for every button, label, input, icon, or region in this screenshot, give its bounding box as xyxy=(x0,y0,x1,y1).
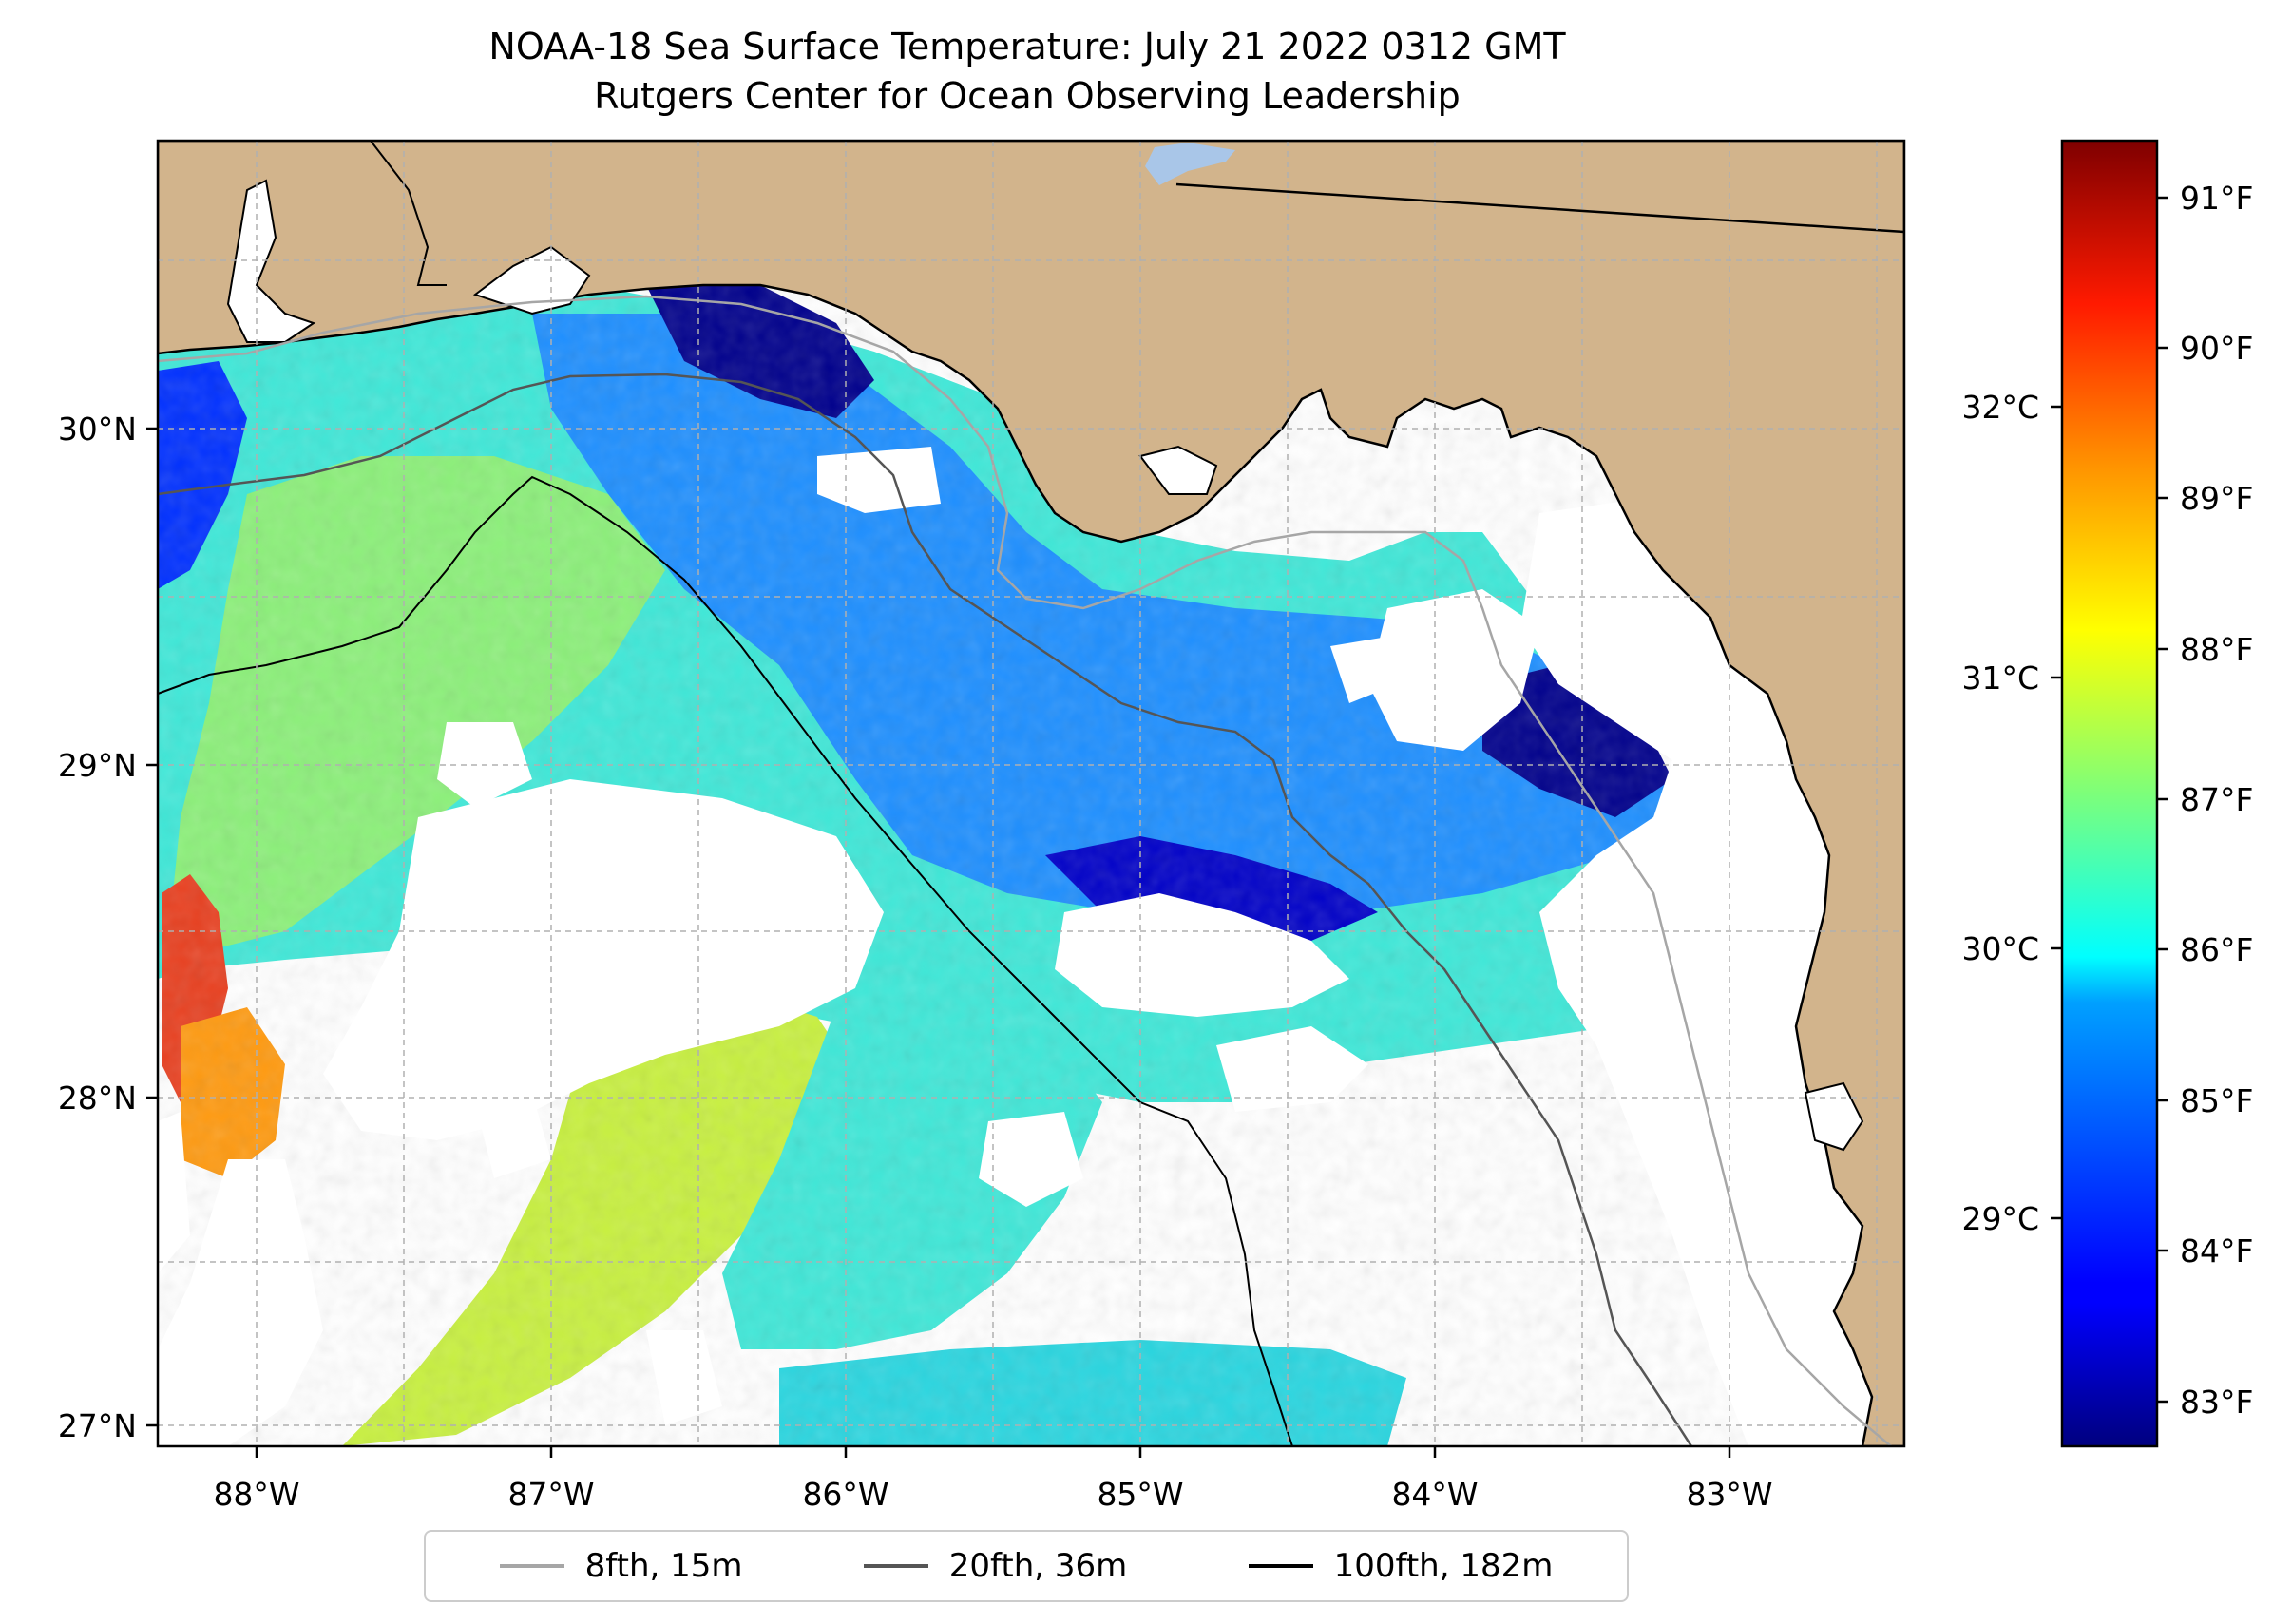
legend-label: 100fth, 182m xyxy=(1333,1547,1554,1585)
colorbar-f-label: 84°F xyxy=(2180,1232,2253,1270)
lat-tick-label: 30°N xyxy=(58,411,137,448)
legend-swatch xyxy=(499,1564,564,1568)
legend-item-8fth: 8fth, 15m xyxy=(499,1547,743,1585)
missing-data-patch xyxy=(1368,589,1539,751)
missing-data-patch xyxy=(475,1093,551,1178)
lon-tick-label: 85°W xyxy=(1097,1476,1183,1513)
legend-label: 20fth, 36m xyxy=(948,1547,1128,1585)
legend-swatch xyxy=(863,1564,928,1568)
land-bay-water xyxy=(472,245,591,315)
missing-data-patch xyxy=(158,1159,323,1446)
land-bay-water xyxy=(1138,445,1218,495)
colorbar-c-label: 30°C xyxy=(1961,930,2039,967)
lon-tick-label: 88°W xyxy=(213,1476,299,1513)
missing-data-patch xyxy=(979,1112,1083,1207)
missing-data-patch xyxy=(323,779,884,1140)
lon-tick-label: 83°W xyxy=(1686,1476,1772,1513)
map-frame xyxy=(156,139,1906,1448)
colorbar-c-label: 31°C xyxy=(1961,659,2039,697)
contour-20fth xyxy=(158,373,1693,1446)
contour-8fth xyxy=(158,295,1892,1446)
legend-item-100fth: 100fth, 182m xyxy=(1248,1547,1554,1585)
contour-100fth xyxy=(158,475,1293,1446)
lat-tick-label: 29°N xyxy=(58,747,137,784)
state-boundary xyxy=(370,141,447,286)
colorbar-f-label: 83°F xyxy=(2180,1384,2253,1421)
map-subtitle: Rutgers Center for Ocean Observing Leade… xyxy=(594,75,1461,117)
lake xyxy=(1145,143,1235,185)
missing-data xyxy=(158,447,1904,1446)
colorbar xyxy=(2060,139,2159,1448)
missing-data-patch xyxy=(1520,494,1904,1446)
colorbar-c-label: 29°C xyxy=(1961,1200,2039,1237)
legend-label: 8fth, 15m xyxy=(584,1547,743,1585)
land-bay-water xyxy=(1804,1081,1864,1152)
colorbar-f-label: 87°F xyxy=(2180,781,2253,818)
lat-tick-label: 27°N xyxy=(58,1407,137,1444)
missing-data-patch xyxy=(1330,637,1397,703)
lon-tick-label: 84°W xyxy=(1391,1476,1478,1513)
gridlines xyxy=(158,141,1904,1446)
colorbar-f-label: 85°F xyxy=(2180,1082,2253,1119)
map-title: NOAA-18 Sea Surface Temperature: July 21… xyxy=(488,26,1566,67)
contour-legend: 8fth, 15m 20fth, 36m 100fth, 182m xyxy=(424,1530,1629,1602)
missing-data-patch xyxy=(646,1330,722,1425)
colorbar-f-label: 91°F xyxy=(2180,180,2253,217)
colorbar-c-label: 32°C xyxy=(1961,389,2039,426)
colorbar-f-label: 90°F xyxy=(2180,330,2253,367)
axis-ticks xyxy=(146,427,1731,1458)
legend-swatch xyxy=(1248,1564,1313,1568)
missing-data-patch xyxy=(817,447,941,513)
lon-tick-label: 86°W xyxy=(802,1476,888,1513)
missing-data-patch xyxy=(1055,893,1349,1017)
state-boundary xyxy=(1175,182,1904,234)
colorbar-ticks xyxy=(2051,196,2168,1404)
missing-data-patch xyxy=(158,1112,190,1273)
colorbar-f-label: 86°F xyxy=(2180,931,2253,968)
colorbar-f-label: 88°F xyxy=(2180,631,2253,668)
lon-tick-label: 87°W xyxy=(507,1476,594,1513)
missing-data-patch xyxy=(1216,1026,1368,1112)
lat-tick-label: 28°N xyxy=(58,1079,137,1117)
legend-item-20fth: 20fth, 36m xyxy=(863,1547,1128,1585)
colorbar-f-label: 89°F xyxy=(2180,480,2253,517)
